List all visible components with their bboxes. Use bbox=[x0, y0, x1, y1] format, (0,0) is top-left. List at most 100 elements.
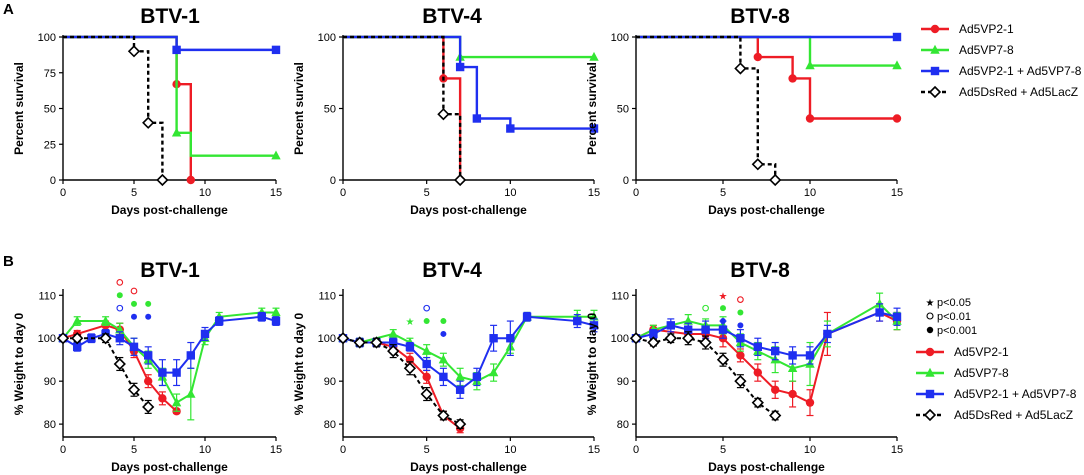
weight-line bbox=[342, 315, 594, 383]
data-point bbox=[99, 332, 112, 345]
weight-line bbox=[62, 311, 276, 405]
data-point bbox=[589, 311, 599, 321]
chart-b-btv-1: BTV-1 0 5 10 15 80 90 100 110 Days post-challenge… bbox=[12, 259, 282, 474]
data-point bbox=[649, 329, 658, 339]
chart-title: BTV-8 bbox=[730, 259, 790, 282]
data-point bbox=[771, 346, 780, 356]
x-tick-label: 15 bbox=[588, 444, 600, 456]
series-ad5vp2-1-ad5vp7-8 bbox=[338, 311, 599, 399]
legend-marker-ad5vp2-1-ad5vp7-8 bbox=[930, 66, 940, 76]
significance-p01-marker bbox=[423, 304, 431, 312]
data-point bbox=[769, 409, 782, 422]
significance-p001-marker bbox=[116, 292, 123, 299]
y-tick-label: 80 bbox=[324, 419, 336, 431]
legend-label-ad5dsred-ad5lacz: Ad5DsRed + Ad5LacZ bbox=[959, 85, 1078, 99]
data-point bbox=[271, 45, 281, 55]
chart-title: BTV-4 bbox=[422, 259, 482, 282]
y-tick-label: 100 bbox=[38, 333, 56, 345]
survival-step-line bbox=[343, 35, 594, 130]
data-point bbox=[489, 334, 498, 343]
legend-marker-ad5vp7-8 bbox=[930, 44, 940, 54]
data-point bbox=[144, 351, 153, 360]
data-point bbox=[186, 351, 195, 360]
data-point bbox=[142, 400, 155, 414]
data-point bbox=[718, 325, 728, 334]
x-tick-label: 10 bbox=[199, 187, 211, 199]
data-point bbox=[439, 372, 448, 382]
data-point bbox=[769, 173, 782, 187]
significance-p001-marker bbox=[145, 313, 152, 320]
data-point bbox=[420, 387, 433, 401]
y-tick-label: 80 bbox=[617, 419, 629, 431]
legend-marker-ad5vp2-1 bbox=[925, 347, 935, 357]
data-point bbox=[701, 325, 710, 334]
series-ad5vp2-1 bbox=[63, 35, 195, 185]
data-point bbox=[113, 357, 126, 371]
y-axis-label: % Weight to day 0 bbox=[12, 312, 26, 415]
chart-a-btv-1: BTV-1 0 5 10 15 0 25 50 75 100 Days post-challenge… bbox=[12, 5, 282, 217]
y-tick-label: 80 bbox=[44, 419, 56, 431]
data-point bbox=[805, 398, 815, 407]
chart-title: BTV-4 bbox=[422, 5, 482, 28]
y-tick-label: 90 bbox=[44, 376, 56, 388]
data-point bbox=[683, 315, 693, 325]
series-ad5vp7-8 bbox=[58, 307, 281, 421]
data-point bbox=[156, 173, 169, 187]
legend-label-ad5vp7-8: Ad5VP7-8 bbox=[959, 43, 1014, 57]
data-point bbox=[488, 367, 499, 377]
legend-label-ad5vp2-1: Ad5VP2-1 bbox=[954, 345, 1009, 359]
legend-survival: Ad5VP2-1 Ad5VP7-8 Ad5VP2-1 + Ad5VP7-8 Ad5Ds… bbox=[921, 22, 1082, 99]
panel-label-b: B bbox=[3, 253, 14, 270]
y-tick-label: 75 bbox=[44, 68, 56, 80]
significance-p01-marker bbox=[702, 304, 709, 312]
data-point bbox=[682, 332, 695, 345]
survival-step-line bbox=[343, 35, 462, 180]
data-point bbox=[788, 389, 797, 399]
survival-step-line bbox=[63, 35, 276, 157]
significance-p001-marker bbox=[440, 330, 447, 337]
data-point bbox=[751, 396, 764, 409]
y-axis-label: % Weight to day 0 bbox=[292, 312, 306, 415]
series-ad5vp7-8 bbox=[636, 35, 902, 70]
x-tick-label: 15 bbox=[891, 444, 903, 456]
data-point bbox=[666, 321, 675, 330]
data-point bbox=[186, 388, 196, 398]
data-point bbox=[389, 338, 398, 347]
y-tick-label: 90 bbox=[617, 376, 629, 388]
data-point bbox=[171, 397, 182, 407]
data-point bbox=[353, 336, 366, 349]
series-ad5dsred-ad5lacz bbox=[629, 331, 782, 422]
data-point bbox=[370, 336, 383, 349]
x-tick-label: 5 bbox=[131, 444, 137, 456]
sig-legend-filled-circle-icon bbox=[926, 326, 934, 334]
sig-legend-label: p<0.01 bbox=[937, 311, 971, 323]
legend-marker-ad5vp2-1 bbox=[930, 24, 940, 34]
data-point bbox=[171, 127, 182, 137]
significance-p001-marker bbox=[145, 300, 152, 307]
y-axis-label: Percent survival bbox=[292, 62, 306, 155]
x-tick-label: 10 bbox=[804, 187, 816, 199]
significance-p01-marker bbox=[116, 304, 124, 312]
data-point bbox=[716, 353, 730, 366]
data-point bbox=[257, 312, 266, 321]
data-point bbox=[805, 60, 815, 70]
data-point bbox=[892, 312, 902, 321]
x-tick-label: 0 bbox=[60, 444, 66, 456]
data-point bbox=[699, 336, 712, 349]
x-axis-label: Days post-challenge bbox=[410, 203, 527, 217]
data-point bbox=[506, 334, 515, 343]
chart-b-btv-4: BTV-4 0 5 10 15 80 90 100 110 Days post-challenge… bbox=[292, 259, 600, 474]
y-axis-label: Percent survival bbox=[585, 62, 599, 155]
data-point bbox=[753, 368, 762, 377]
y-tick-label: 110 bbox=[611, 290, 629, 302]
data-point bbox=[422, 372, 431, 382]
data-point bbox=[115, 334, 124, 343]
x-tick-label: 15 bbox=[270, 187, 282, 199]
x-tick-label: 5 bbox=[720, 444, 726, 456]
legend-marker-ad5vp7-8 bbox=[925, 367, 935, 377]
data-point bbox=[172, 368, 181, 377]
y-tick-label: 90 bbox=[324, 376, 336, 388]
data-point bbox=[437, 409, 450, 422]
data-point bbox=[734, 62, 747, 75]
